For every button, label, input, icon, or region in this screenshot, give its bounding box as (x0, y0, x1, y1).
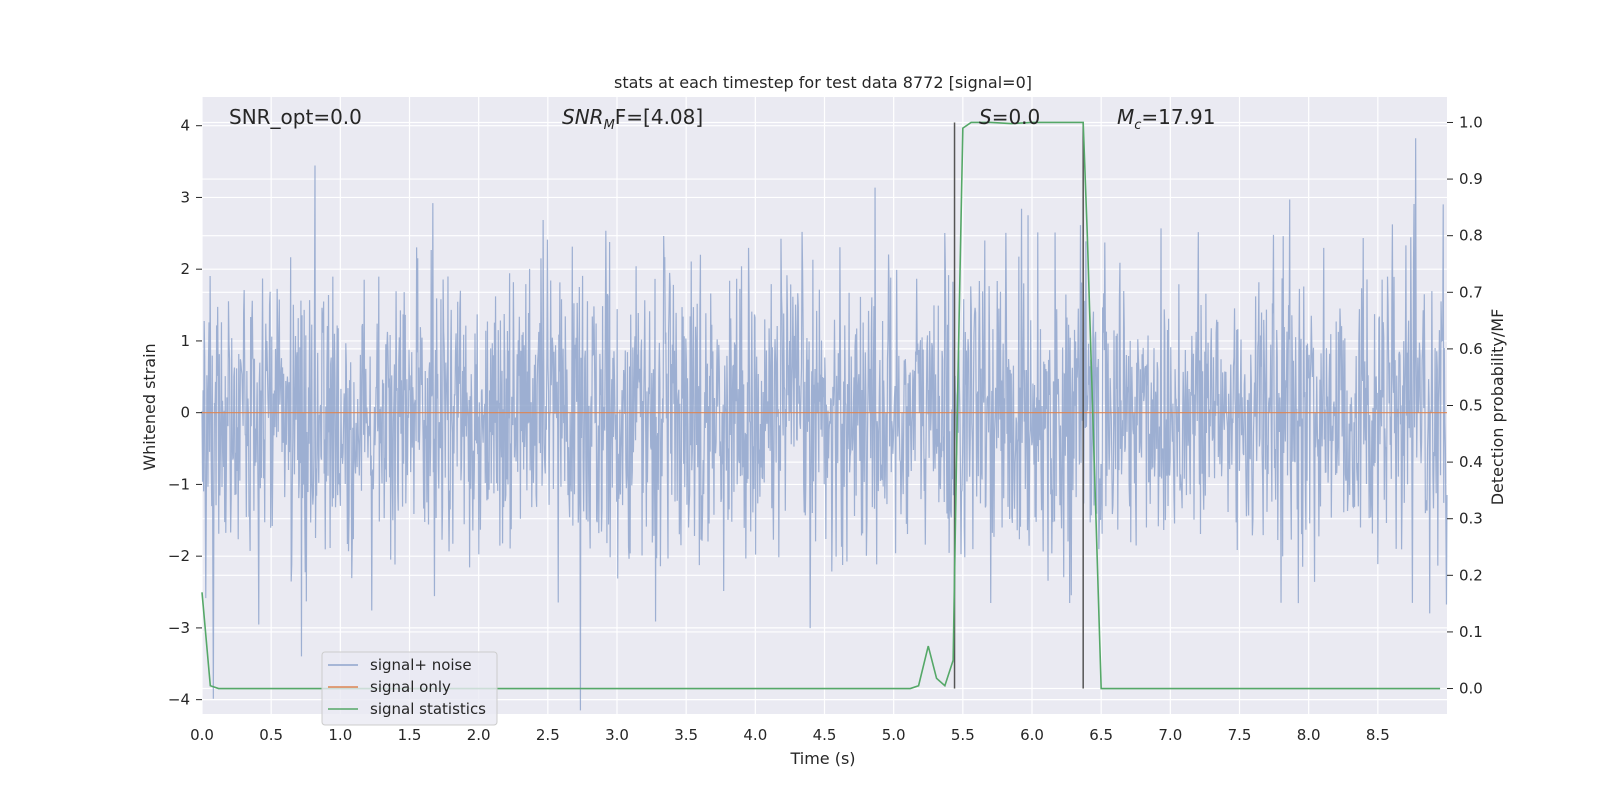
x-tick-label: 4.5 (813, 726, 837, 744)
y2-tick-label: 0.8 (1459, 227, 1483, 245)
y2-tick-label: 1.0 (1459, 113, 1483, 131)
y2-tick-label: 0.6 (1459, 340, 1483, 358)
y-tick-label: 2 (180, 260, 190, 278)
chart-title: stats at each timestep for test data 877… (614, 73, 1032, 92)
legend-label-signal-only: signal only (370, 678, 451, 696)
legend: signal+ noise signal only signal statist… (321, 651, 498, 726)
annotation-s: S=0.0 (979, 105, 1040, 129)
x-tick-label: 8.5 (1366, 726, 1390, 744)
y2-tick-label: 0.5 (1459, 397, 1483, 415)
y-tick-label: −1 (168, 475, 190, 493)
y2-tick-label: 0.3 (1459, 510, 1483, 528)
y-axis-label: Whitened strain (140, 343, 159, 470)
x-tick-label: 6.5 (1089, 726, 1113, 744)
y2-tick-label: 0.4 (1459, 453, 1483, 471)
y2-tick-label: 0.0 (1459, 680, 1483, 698)
x-tick-label: 3.5 (674, 726, 698, 744)
annotation-snr-mf-rest: F=[4.08] (615, 105, 703, 129)
x-tick-label: 4.0 (743, 726, 767, 744)
x-tick-label: 2.0 (467, 726, 491, 744)
series-signal-plus-noise (201, 138, 1448, 711)
x-tick-label: 2.5 (536, 726, 560, 744)
x-tick-label: 7.0 (1158, 726, 1182, 744)
annotation-mc-sub: c (1134, 118, 1141, 133)
annotation-snr-opt: SNR_opt=0.0 (229, 105, 362, 129)
y-tick-label: 4 (180, 117, 190, 135)
annotation-s-italic: S (979, 105, 992, 129)
y2-tick-label: 0.9 (1459, 170, 1483, 188)
y-tick-label: 3 (180, 188, 190, 206)
y-tick-label: 0 (180, 404, 190, 422)
x-tick-label: 0.5 (259, 726, 283, 744)
y2-axis-ticks: 1.0 0.9 0.8 0.7 0.6 0.5 0.4 0.3 0.2 0.1 0.0 (1447, 113, 1483, 698)
x-tick-label: 3.0 (605, 726, 629, 744)
x-axis-label: Time (s) (789, 749, 855, 768)
legend-label-signal-statistics: signal statistics (370, 700, 486, 718)
x-tick-label: 5.5 (951, 726, 975, 744)
annotation-snr-mf-sub: M (604, 118, 615, 133)
y-axis-ticks: 4 3 2 1 0 −1 −2 −3 −4 (168, 117, 202, 709)
y2-tick-label: 0.2 (1459, 566, 1483, 584)
y-tick-label: −3 (168, 619, 190, 637)
y2-axis-label: Detection probability/MF (1488, 309, 1507, 506)
y-tick-label: −4 (168, 691, 190, 709)
y-tick-label: 1 (180, 332, 190, 350)
y2-tick-label: 0.7 (1459, 283, 1483, 301)
x-tick-label: 8.0 (1297, 726, 1321, 744)
y-tick-label: −2 (168, 547, 190, 565)
legend-box (321, 651, 498, 726)
annotation-mc-rest: =17.91 (1141, 105, 1215, 129)
x-tick-label: 1.0 (328, 726, 352, 744)
x-tick-label: 7.5 (1228, 726, 1252, 744)
x-tick-label: 5.0 (882, 726, 906, 744)
annotation-snr-mf-base: SNR (562, 105, 604, 129)
annotation-mc: Mc=17.91 (1117, 105, 1215, 133)
y2-tick-label: 0.1 (1459, 623, 1483, 641)
legend-label-signal-plus-noise: signal+ noise (370, 656, 472, 674)
x-tick-label: 6.0 (1020, 726, 1044, 744)
x-tick-label: 1.5 (398, 726, 422, 744)
annotation-s-rest: =0.0 (992, 105, 1041, 129)
annotation-snr-mf: SNRMF=[4.08] (562, 105, 703, 133)
x-tick-label: 0.0 (190, 726, 214, 744)
annotation-mc-base: M (1117, 105, 1134, 129)
x-axis-ticks: 0.0 0.5 1.0 1.5 2.0 2.5 3.0 3.5 4.0 4.5 5.0 5.5 6.0 6… (190, 726, 1390, 744)
